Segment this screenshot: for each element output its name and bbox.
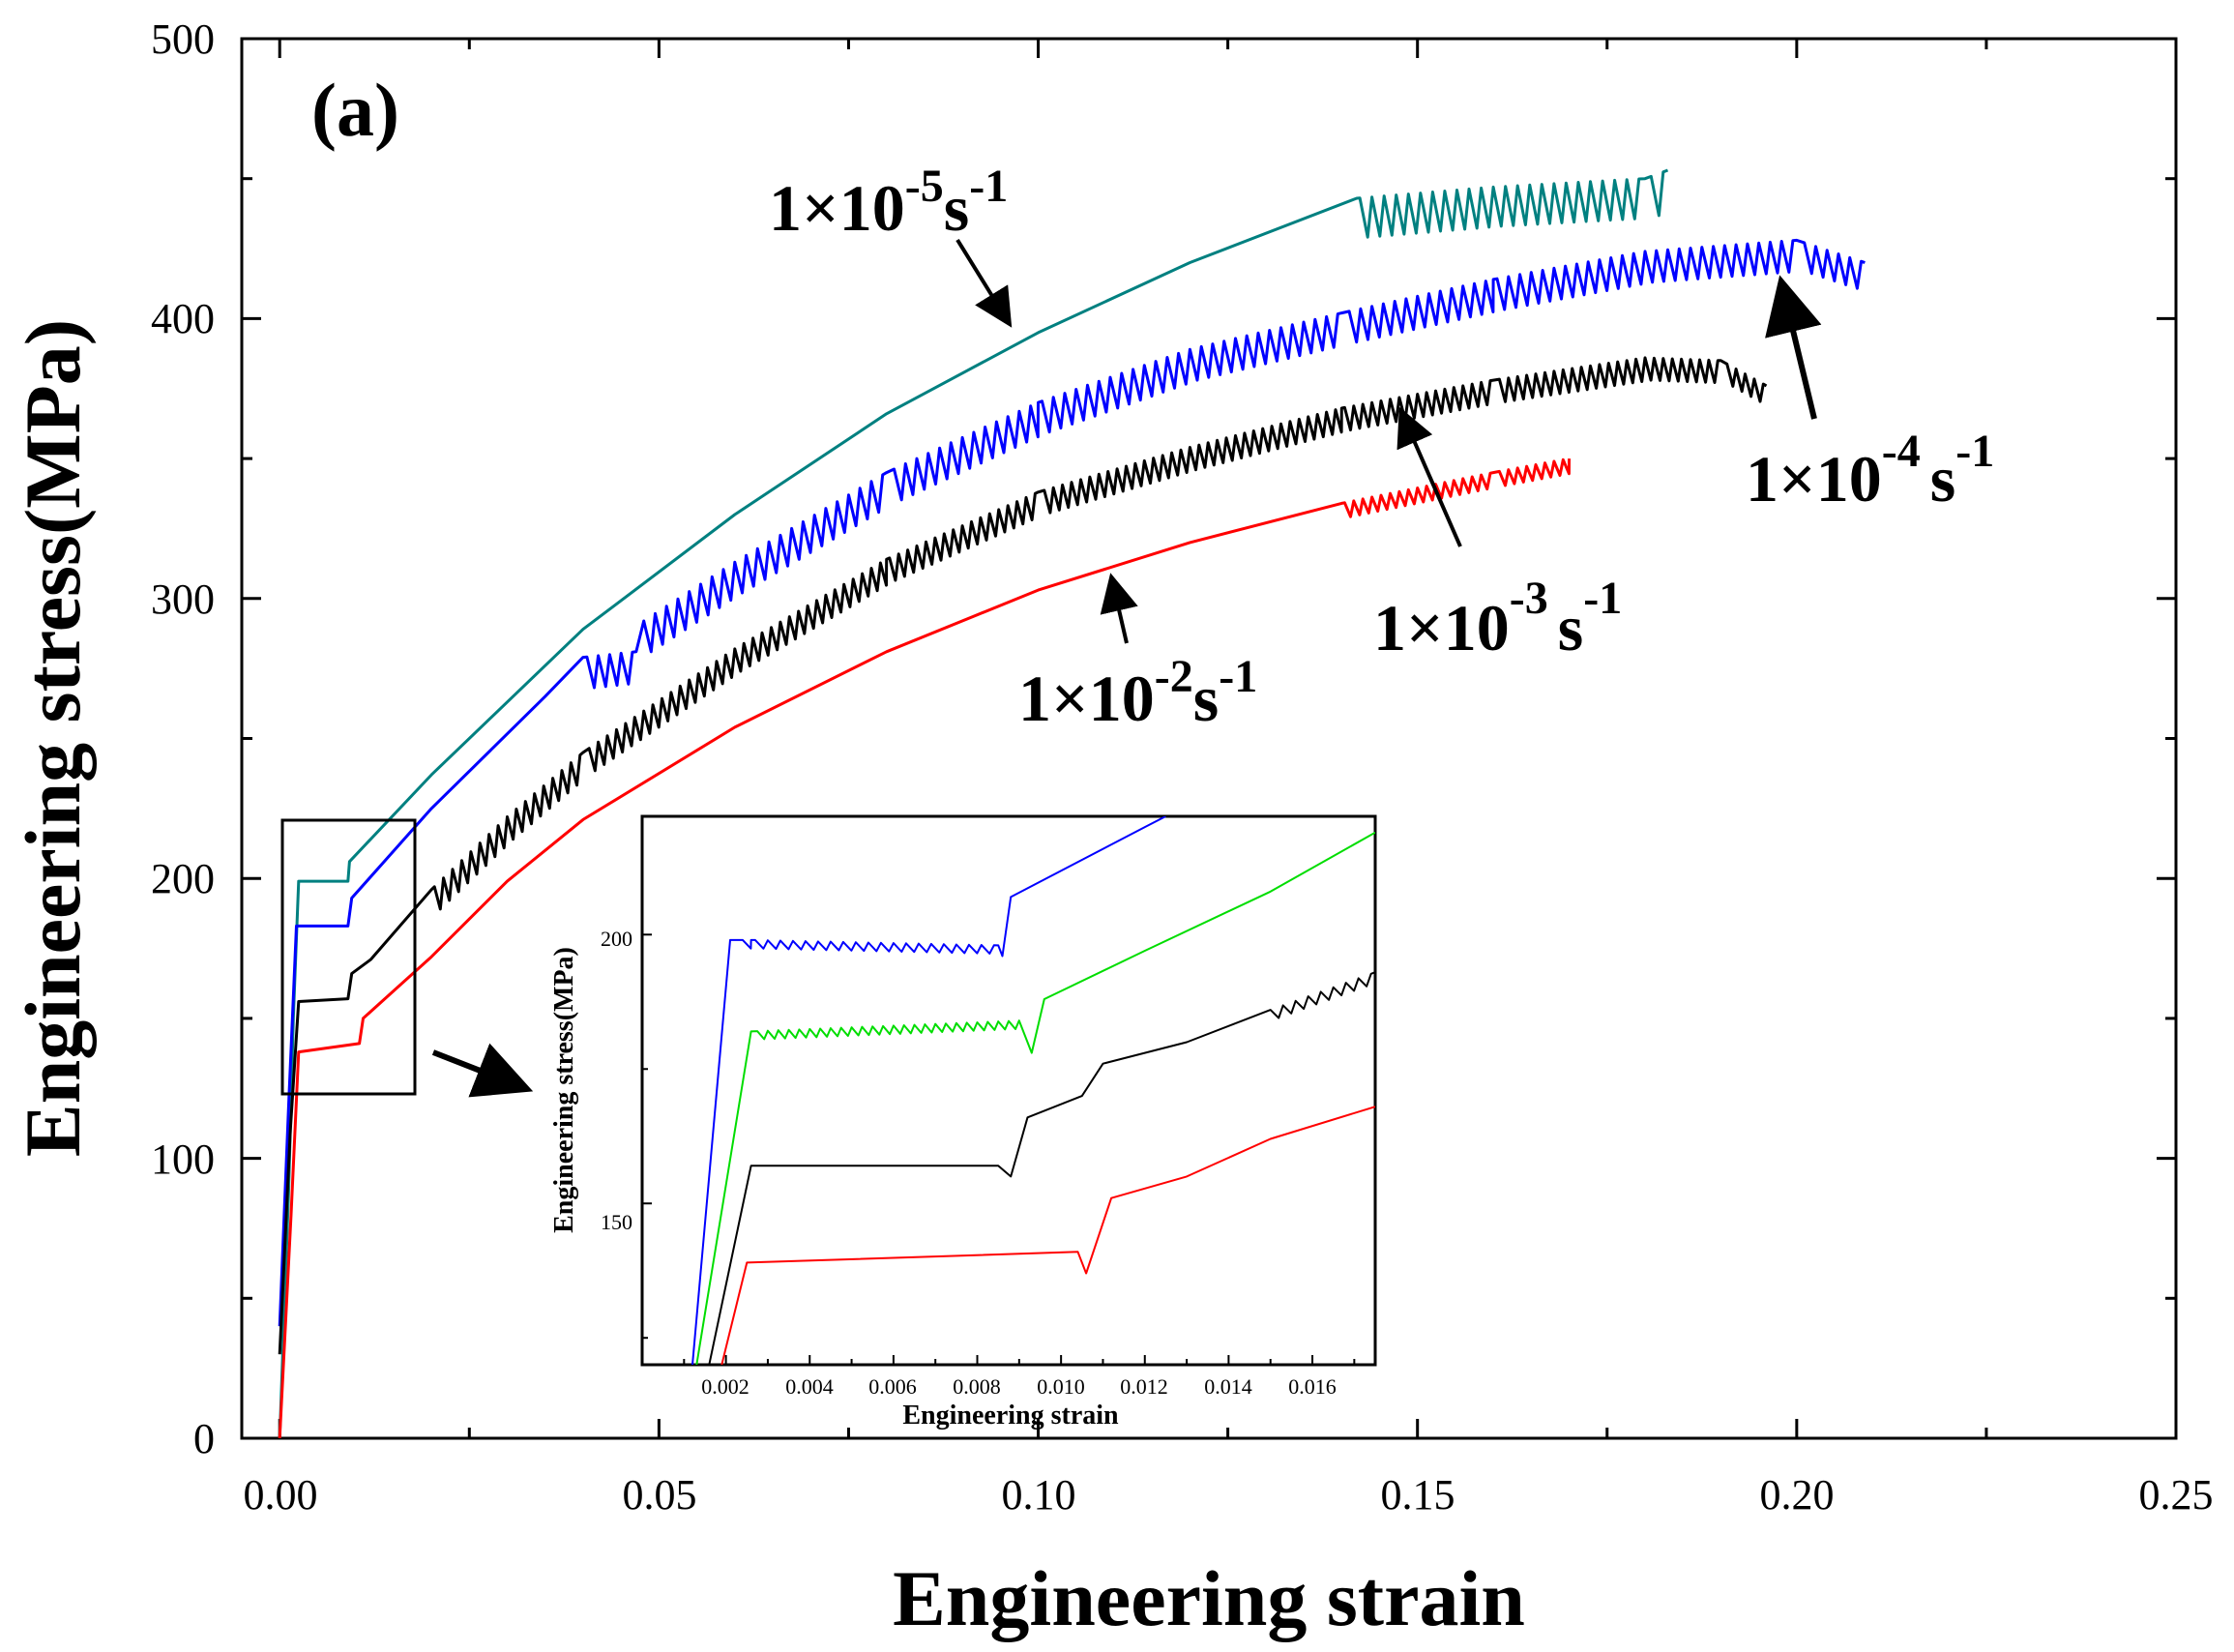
inset-axis-ticks	[642, 933, 1356, 1365]
inset-x-tick-label: 0.004	[785, 1374, 834, 1399]
inset-x-axis-title: Engineering strain	[902, 1401, 1119, 1431]
annotation-1e-2: 1×10-2s-1	[1018, 573, 1257, 735]
inset-x-tick-label: 0.002	[701, 1374, 750, 1399]
y-tick-label: 500	[151, 15, 215, 63]
x-tick-labels: 0.00 0.05 0.10 0.15 0.20 0.25	[244, 1471, 2214, 1519]
inset-series-black	[708, 971, 1375, 1365]
inset-x-tick-label: 0.014	[1204, 1374, 1252, 1399]
inset-x-tick-label: 0.010	[1037, 1374, 1085, 1399]
y-tick-label: 300	[151, 575, 215, 623]
series-line-1e-5	[278, 168, 1669, 1438]
y-tick-labels: 0 100 200 300 400 500	[151, 15, 215, 1462]
arrow-1e-3	[1396, 406, 1462, 547]
inset-y-tick-label: 200	[601, 927, 632, 951]
annotation-1e-3: 1×10-3 s-1	[1373, 406, 1622, 664]
series-label-1e-2: 1×10-2s-1	[1018, 651, 1257, 735]
series-line-1e-2	[278, 457, 1571, 1438]
zoom-region-box	[280, 818, 417, 1096]
x-tick-label: 0.15	[1381, 1471, 1455, 1519]
inset-y-tick-label: 150	[601, 1210, 632, 1234]
inset-x-tick-labels: 0.002 0.004 0.006 0.008 0.010 0.012 0.01…	[701, 1374, 1337, 1399]
inset-x-tick-label: 0.012	[1120, 1374, 1168, 1399]
inset-plot: 0.002 0.004 0.006 0.008 0.010 0.012 0.01…	[549, 814, 1377, 1431]
inset-x-tick-label: 0.008	[953, 1374, 1001, 1399]
y-tick-label: 200	[151, 855, 215, 902]
inset-x-tick-label: 0.016	[1288, 1374, 1337, 1399]
inset-y-axis-title: Engineering stress(MPa)	[549, 947, 579, 1233]
series-label-1e-3: 1×10-3 s-1	[1373, 573, 1622, 664]
x-tick-label: 0.10	[1002, 1471, 1076, 1519]
inset-frame	[640, 814, 1377, 1367]
series-label-1e-5: 1×10-5s-1	[769, 161, 1008, 245]
x-tick-label: 0.00	[244, 1471, 318, 1519]
series-label-1e-4: 1×10-4 s-1	[1746, 426, 1994, 516]
inset-series-green	[695, 831, 1375, 1365]
series-line-1e-4	[278, 238, 1866, 1327]
y-tick-label: 0	[193, 1415, 215, 1462]
series-line-1e-3	[278, 356, 1768, 1355]
arrow-1e-5	[955, 238, 1013, 328]
annotation-1e-5: 1×10-5s-1	[769, 161, 1013, 328]
x-tick-label: 0.25	[2139, 1471, 2214, 1519]
arrow-1e-4	[1765, 275, 1822, 420]
inset-y-tick-labels: 150 200	[601, 927, 632, 1234]
y-tick-label: 400	[151, 295, 215, 342]
y-axis-title: Engineering stress(MPa)	[9, 319, 97, 1157]
y-tick-label: 100	[151, 1136, 215, 1183]
x-tick-label: 0.05	[623, 1471, 697, 1519]
inset-series-red	[720, 1106, 1375, 1365]
arrow-1e-2	[1100, 573, 1138, 644]
inset-series-blue	[691, 816, 1166, 1365]
main-axis-ticks	[242, 37, 2178, 1440]
panel-label: (a)	[311, 68, 399, 152]
x-tick-label: 0.20	[1760, 1471, 1835, 1519]
zoom-arrow	[431, 1043, 534, 1098]
annotation-1e-4: 1×10-4 s-1	[1746, 275, 1994, 516]
inset-x-tick-label: 0.006	[868, 1374, 917, 1399]
x-axis-title: Engineering strain	[893, 1554, 1525, 1642]
